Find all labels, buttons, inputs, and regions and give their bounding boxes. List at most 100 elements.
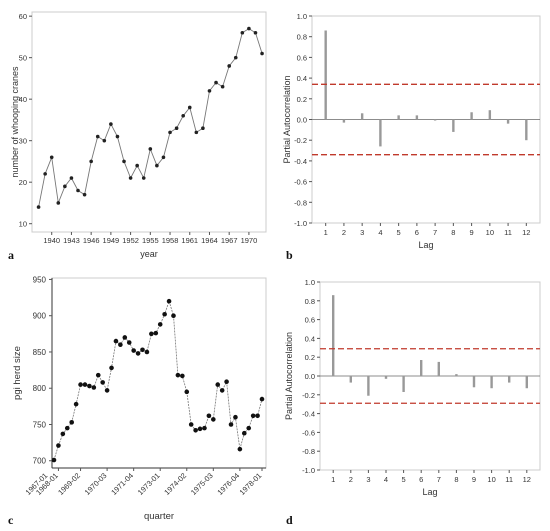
x-tick-label-b: 10 (486, 228, 494, 237)
x-tick-label-c: 1974-02 (162, 471, 188, 497)
x-tick-label-d: 9 (472, 475, 476, 484)
x-tick-label-a: 1964 (201, 236, 218, 245)
data-point-a (233, 55, 238, 60)
data-point-a (36, 205, 41, 209)
panel-a-whooping-cranes-chart: 10 20 30 40 50 60 1940 1943 1946 1949 1952 1955 1958… (0, 0, 275, 265)
y-tick-label-a: 20 (19, 178, 27, 187)
y-tick-label-d: 0.2 (305, 353, 315, 362)
y-axis-label-a: number of whooping cranes (10, 66, 20, 178)
data-point-c (233, 414, 238, 420)
data-point-c (100, 380, 105, 385)
data-point-a (220, 84, 225, 89)
panel-d-pacf-chart: 1.0 0.8 0.6 0.4 0.2 0.0 -0.2 -0.4 -0.6 -0.8 -1.0 1 2… (278, 266, 550, 531)
data-point-a (43, 172, 47, 176)
data-point-a (102, 138, 107, 143)
x-tick-label-a: 1970 (241, 236, 258, 245)
data-point-c (73, 401, 79, 407)
y-tick-label-d: 0.0 (305, 372, 315, 381)
pacf-bar-d (472, 376, 476, 388)
plot-frame-c (51, 277, 267, 469)
x-tick-label-d: 3 (366, 475, 370, 484)
y-tick-label-b: -1.0 (294, 219, 307, 228)
pacf-bar-d (402, 376, 405, 392)
data-point-c (162, 311, 167, 317)
data-point-a (168, 130, 172, 135)
panel-letter-d: d (286, 513, 293, 527)
data-point-c (149, 331, 154, 337)
x-tick-label-a: 1961 (181, 236, 198, 245)
y-tick-label-b: -0.4 (294, 157, 307, 166)
y-tick-label-d: -0.4 (302, 410, 315, 419)
panel-letter-a: a (8, 248, 14, 262)
y-tick-label-b: 0.6 (297, 53, 307, 62)
x-tick-label-b: 5 (397, 228, 401, 237)
data-point-a (187, 105, 192, 110)
data-point-a (89, 159, 93, 164)
y-tick-label-a: 50 (19, 54, 27, 63)
y-tick-label-d: -0.6 (302, 428, 315, 437)
y-tick-label-d: -0.8 (302, 447, 315, 456)
data-point-c (255, 413, 260, 419)
data-point-a (128, 176, 133, 180)
x-tick-label-d: 2 (349, 475, 353, 484)
pacf-bar-d (490, 376, 493, 389)
y-tick-label-b: -0.8 (294, 198, 307, 207)
x-tick-label-b: 4 (378, 228, 382, 237)
x-tick-label-d: 12 (523, 475, 531, 484)
data-point-c (51, 457, 57, 463)
pacf-bar-b (342, 119, 346, 123)
data-point-c (197, 426, 203, 432)
data-point-c (246, 425, 252, 431)
data-point-a (49, 155, 54, 160)
data-point-a (155, 163, 159, 168)
data-point-c (206, 413, 212, 419)
data-point-a (253, 30, 258, 35)
data-point-c (228, 422, 234, 427)
x-tick-label-a: 1949 (103, 236, 120, 245)
data-point-c (180, 373, 185, 379)
x-tick-label-b: 7 (433, 228, 437, 237)
pacf-bar-b (525, 119, 528, 141)
y-tick-label-c: 750 (33, 420, 47, 429)
y-tick-label-c: 900 (33, 312, 47, 321)
y-tick-label-a: 40 (19, 95, 27, 104)
x-tick-label-b: 6 (415, 228, 419, 237)
x-tick-label-d: 4 (384, 475, 388, 484)
pacf-bar-d (420, 360, 423, 376)
data-point-a (174, 126, 179, 131)
y-tick-label-b: -0.2 (294, 136, 307, 145)
y-tick-label-d: 0.6 (305, 316, 315, 325)
data-point-a (240, 30, 245, 35)
data-point-c (87, 383, 92, 389)
pacf-bar-b (379, 119, 382, 147)
y-tick-label-a: 10 (19, 220, 27, 229)
data-point-c (109, 365, 114, 371)
data-point-c (259, 396, 265, 402)
x-tick-label-c: 1978-01 (238, 471, 264, 497)
y-tick-label-c: 950 (33, 275, 47, 284)
data-point-c (171, 313, 176, 319)
data-point-c (60, 431, 66, 437)
x-axis-label-a: year (140, 249, 158, 259)
data-point-c (140, 347, 145, 353)
y-tick-label-d: 0.8 (305, 297, 315, 306)
data-point-a (56, 201, 61, 205)
x-tick-label-c: 1971-04 (109, 471, 135, 497)
data-point-a (109, 122, 113, 126)
data-point-c (237, 446, 243, 452)
data-point-c (219, 388, 225, 393)
pacf-bar-d (367, 376, 370, 396)
y-tick-label-a: 60 (19, 12, 27, 21)
data-point-c (56, 443, 61, 448)
y-tick-label-d: -1.0 (302, 466, 315, 475)
data-point-c (153, 330, 159, 336)
pacf-bar-d (525, 376, 528, 389)
data-point-a (63, 184, 67, 189)
data-point-c (126, 340, 132, 345)
data-point-a (260, 51, 264, 56)
x-axis-label-c: quarter (144, 511, 174, 522)
x-tick-label-b: 12 (522, 228, 530, 237)
y-axis-label-c: pgi herd size (12, 346, 23, 400)
data-point-a (207, 89, 212, 93)
